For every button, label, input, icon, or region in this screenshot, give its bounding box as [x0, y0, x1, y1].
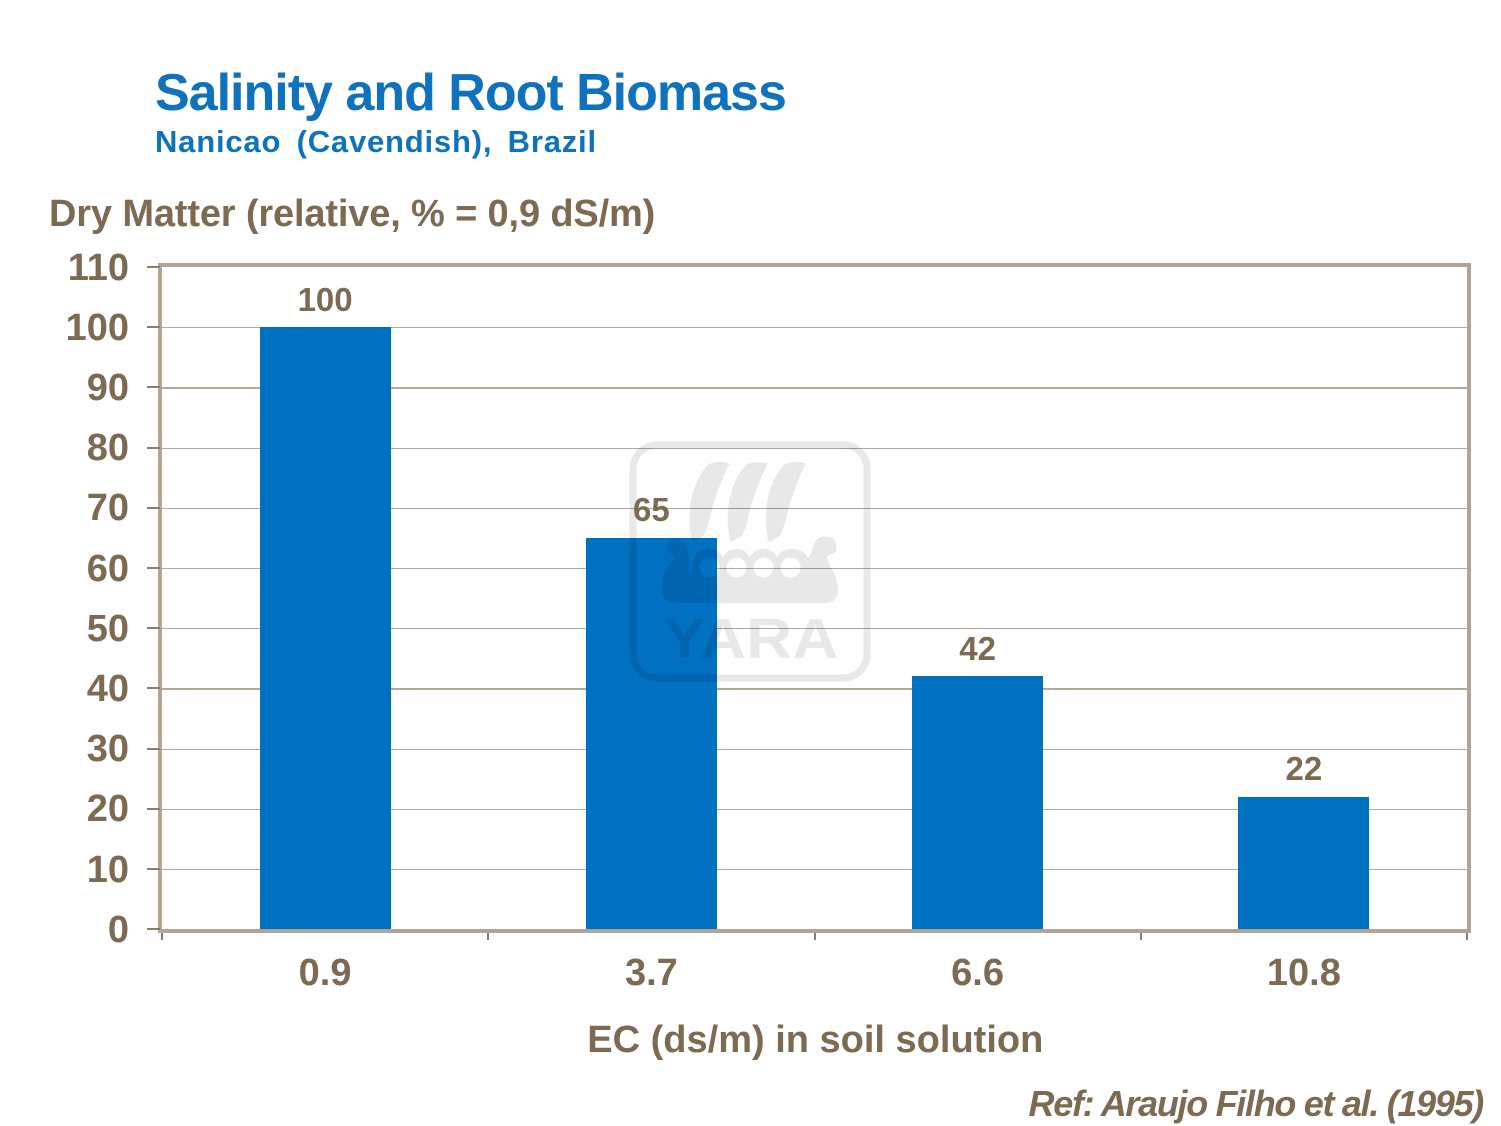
svg-text:YARA: YARA: [663, 607, 839, 671]
